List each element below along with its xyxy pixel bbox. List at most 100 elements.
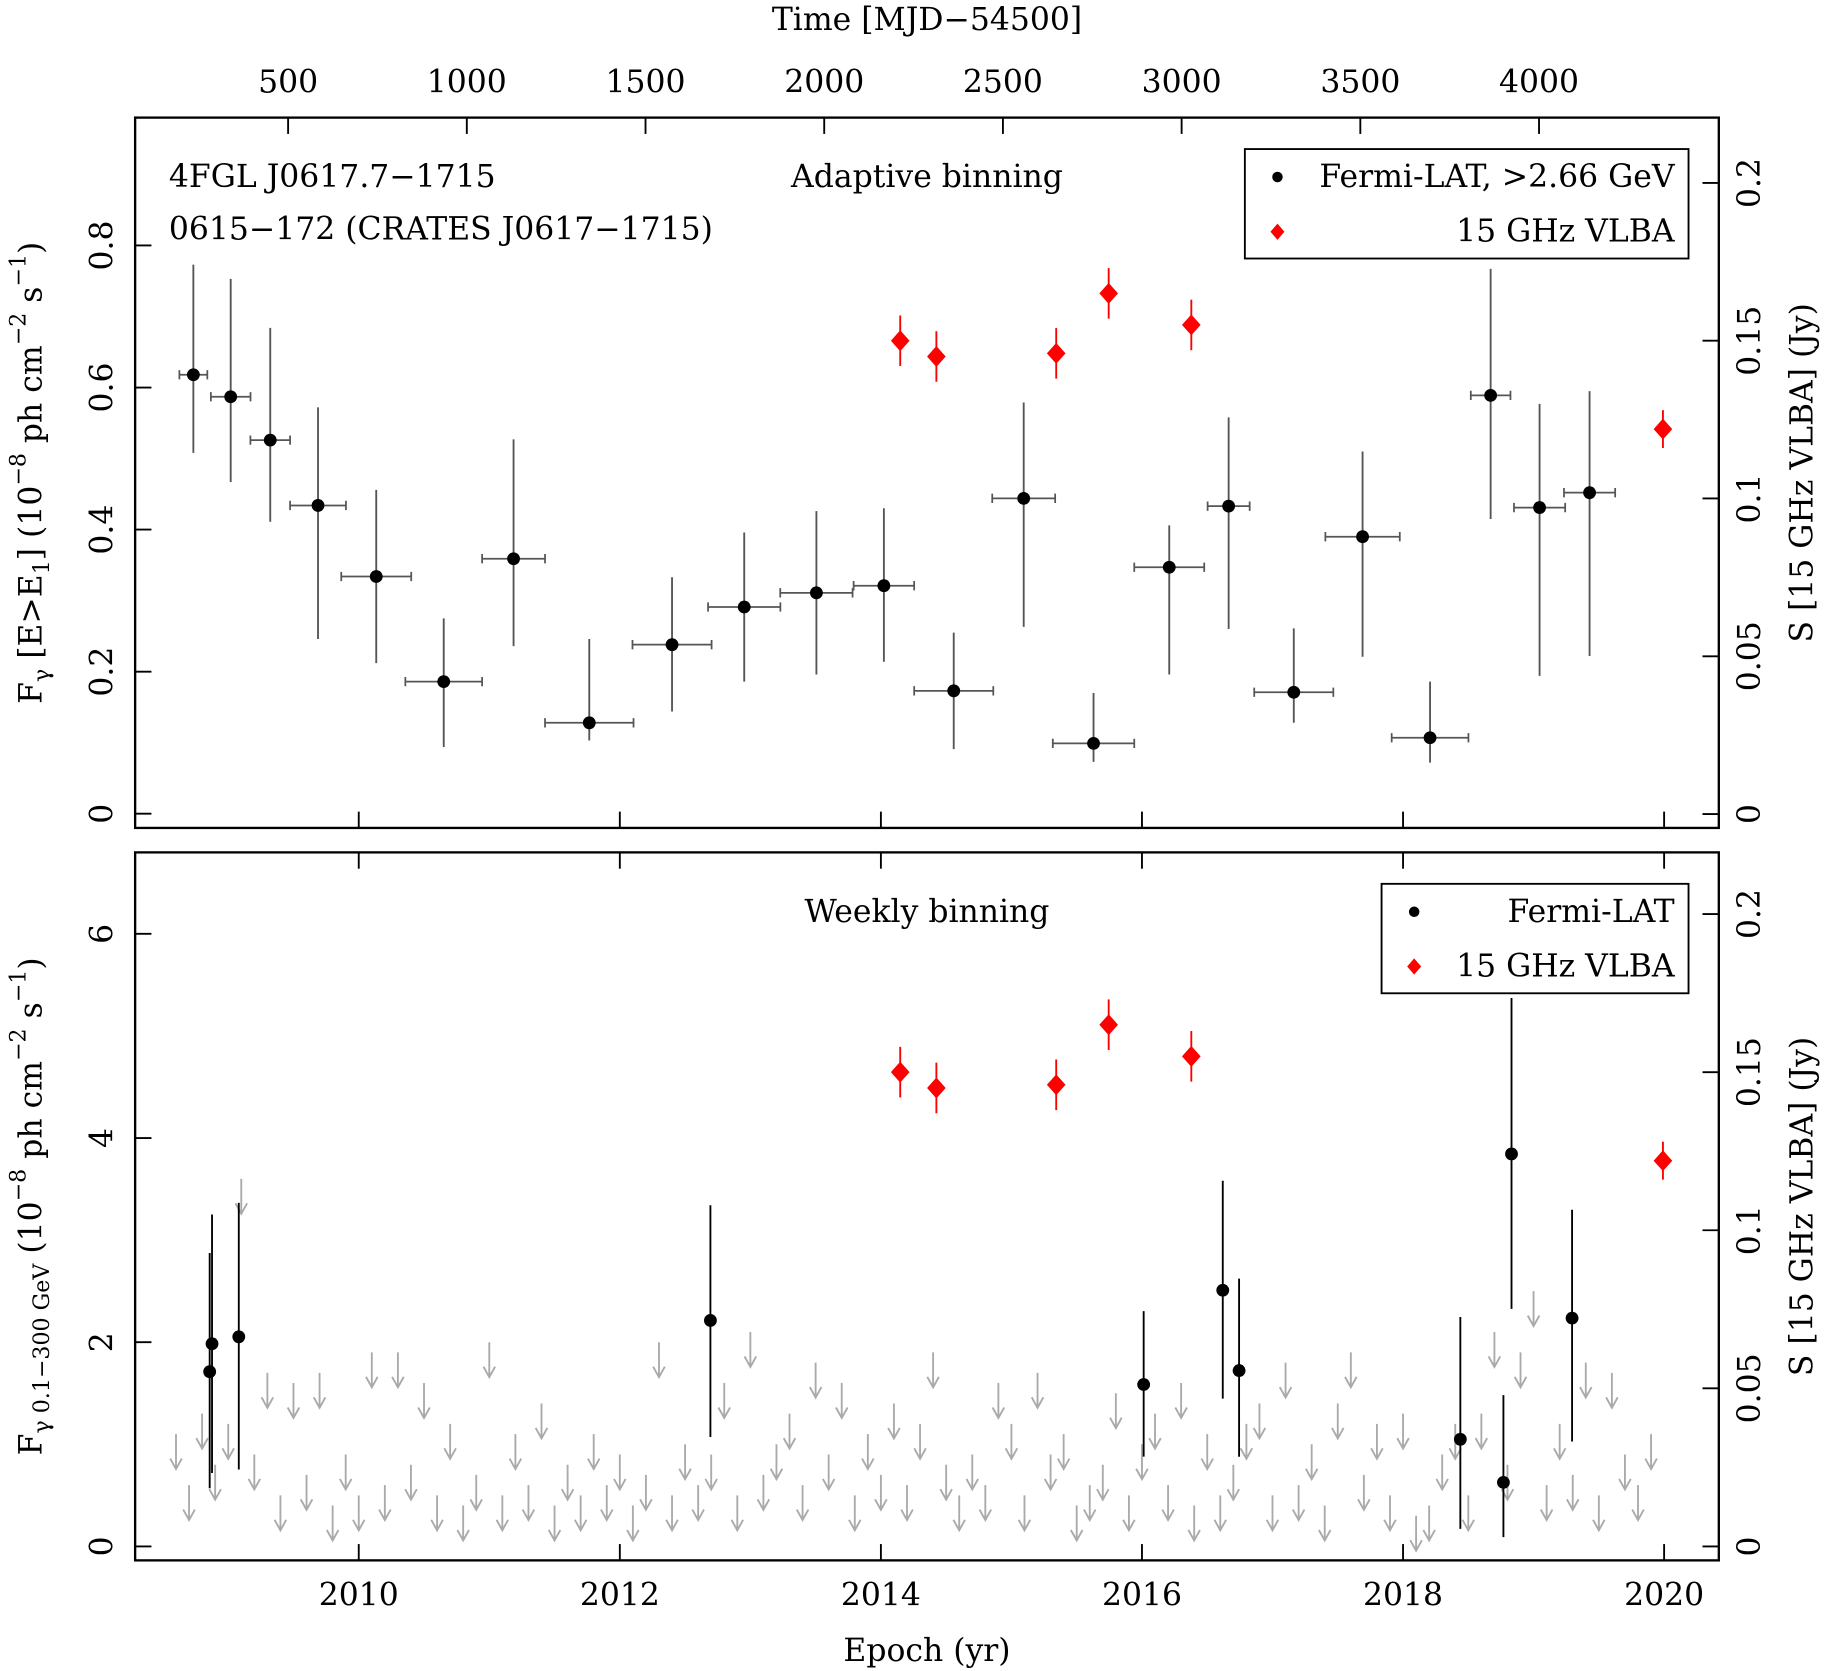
upper-limit-arrow bbox=[495, 1495, 509, 1533]
y-tick-label: 0.8 bbox=[85, 220, 121, 270]
upper-limit-arrow bbox=[1096, 1464, 1110, 1502]
upper-limit-arrow bbox=[991, 1383, 1006, 1420]
upper-limit-arrow bbox=[1122, 1495, 1136, 1533]
circle-marker bbox=[205, 1337, 219, 1351]
upper-limit-arrow bbox=[1213, 1495, 1227, 1533]
label-part: ph cm bbox=[14, 1061, 50, 1169]
upper-limit-arrow bbox=[913, 1423, 927, 1461]
upper-limit-arrow bbox=[613, 1454, 627, 1492]
label-part: ) bbox=[14, 242, 50, 254]
upper-limit-arrow bbox=[560, 1464, 575, 1502]
upper-limit-arrow bbox=[534, 1403, 549, 1441]
upper-limit-arrow bbox=[1566, 1474, 1580, 1512]
plot-frame bbox=[133, 116, 1720, 830]
label-part: γ 0.1−300 GeV bbox=[29, 1263, 55, 1434]
label-part: 1 bbox=[29, 560, 55, 574]
y-axis-label: Fγ [E>E1] (10−8 ph cm−2 s−1) bbox=[6, 242, 55, 704]
diamond-marker bbox=[1099, 1014, 1118, 1036]
legend-label: 15 GHz VLBA bbox=[1456, 214, 1676, 250]
upper-limit-arrow bbox=[312, 1372, 327, 1410]
label-part: −8 bbox=[6, 1169, 32, 1202]
annotation: 0615−172 (CRATES J0617−1715) bbox=[169, 211, 713, 247]
diamond-marker bbox=[890, 1061, 910, 1083]
label-part: (10 bbox=[14, 1201, 50, 1263]
upper-limit-arrow bbox=[848, 1495, 862, 1533]
upper-limit-arrow bbox=[1291, 1485, 1306, 1522]
y-tick-label: 6 bbox=[85, 924, 121, 944]
y2-tick-label: 0.1 bbox=[1732, 473, 1768, 523]
upper-limit-arrow bbox=[430, 1495, 444, 1533]
upper-limit-arrow bbox=[508, 1434, 523, 1471]
upper-limit-arrow bbox=[652, 1342, 666, 1380]
upper-limit-arrow bbox=[1017, 1495, 1032, 1533]
x2-tick-label: 4000 bbox=[1499, 65, 1579, 101]
panel-title: Adaptive binning bbox=[790, 159, 1063, 195]
upper-limit-arrow bbox=[1383, 1495, 1397, 1533]
upper-limit-arrow bbox=[469, 1474, 483, 1512]
upper-limit-arrow bbox=[665, 1495, 679, 1533]
upper-limit-arrow bbox=[456, 1505, 470, 1543]
upper-limit-arrow bbox=[626, 1505, 640, 1543]
upper-limit-arrow bbox=[365, 1352, 379, 1390]
upper-limit-arrow bbox=[1644, 1434, 1658, 1471]
y-axis-label: Fγ 0.1−300 GeV (10−8 ph cm−2 s−1) bbox=[6, 957, 55, 1455]
legend-label: Fermi-LAT bbox=[1508, 894, 1675, 930]
diamond-marker bbox=[1181, 314, 1201, 336]
y2-tick-label: 0.2 bbox=[1732, 158, 1768, 208]
diamond-marker bbox=[1181, 1045, 1201, 1067]
upper-limit-arrow bbox=[965, 1454, 979, 1492]
circle-marker bbox=[704, 1314, 717, 1327]
upper-limit-arrow bbox=[574, 1495, 588, 1533]
upper-limit-arrow bbox=[1357, 1474, 1371, 1512]
x-tick-label: 2012 bbox=[580, 1577, 660, 1613]
panel-title: Weekly binning bbox=[805, 894, 1050, 930]
legend-box bbox=[1243, 148, 1690, 260]
y-tick-label: 4 bbox=[85, 1128, 121, 1148]
diamond-marker bbox=[927, 346, 946, 367]
legend-marker bbox=[1407, 958, 1422, 975]
upper-limit-arrow bbox=[835, 1383, 849, 1420]
circle-marker bbox=[263, 433, 277, 447]
y-tick-label: 0.2 bbox=[85, 647, 121, 697]
y2-tick-label: 0.15 bbox=[1732, 306, 1768, 376]
legend-marker bbox=[1272, 171, 1283, 183]
upper-limit-arrow bbox=[678, 1444, 692, 1482]
legend-label: 15 GHz VLBA bbox=[1456, 949, 1676, 985]
upper-limit-arrow bbox=[299, 1474, 314, 1512]
upper-limit-arrow bbox=[795, 1485, 810, 1522]
annotation: 4FGL J0617.7−1715 bbox=[169, 159, 496, 195]
upper-limit-arrow bbox=[482, 1342, 496, 1380]
upper-limit-arrow bbox=[926, 1352, 940, 1390]
upper-limit-arrow bbox=[1057, 1434, 1071, 1471]
upper-limit-arrow bbox=[1513, 1352, 1528, 1390]
upper-limit-arrow bbox=[939, 1464, 953, 1502]
x2-tick-label: 2500 bbox=[963, 65, 1043, 101]
upper-limit-arrow bbox=[1187, 1505, 1201, 1543]
y-tick-label: 0 bbox=[85, 1536, 121, 1556]
circle-marker bbox=[1287, 685, 1301, 699]
upper-limit-arrow bbox=[900, 1485, 914, 1522]
upper-limit-arrow bbox=[874, 1474, 888, 1512]
upper-limit-arrow bbox=[730, 1495, 744, 1533]
upper-limit-arrow bbox=[1370, 1423, 1384, 1461]
diamond-marker bbox=[1653, 1150, 1673, 1172]
upper-limit-arrow bbox=[182, 1485, 196, 1522]
plot-frame bbox=[133, 851, 1720, 1562]
y2-tick-label: 0.05 bbox=[1732, 1353, 1768, 1423]
circle-marker bbox=[1565, 1311, 1579, 1325]
circle-marker bbox=[232, 1330, 246, 1344]
upper-limit-arrow bbox=[691, 1485, 705, 1522]
upper-limit-arrow bbox=[1526, 1291, 1541, 1329]
legend-marker bbox=[1408, 906, 1420, 918]
label-part: −1 bbox=[6, 254, 32, 287]
upper-limit-arrow bbox=[1252, 1403, 1267, 1441]
upper-limit-arrow bbox=[1396, 1413, 1410, 1451]
upper-limit-arrow bbox=[221, 1423, 235, 1461]
circle-marker bbox=[1484, 388, 1498, 402]
circle-marker bbox=[186, 368, 200, 382]
upper-limit-arrow bbox=[1539, 1485, 1554, 1522]
circle-marker bbox=[1222, 499, 1236, 513]
y-tick-label: 0 bbox=[85, 804, 121, 824]
circle-marker bbox=[1423, 731, 1437, 745]
